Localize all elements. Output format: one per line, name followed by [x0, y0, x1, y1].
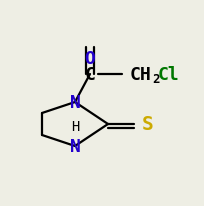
Text: 2: 2 [151, 73, 159, 86]
Text: CH: CH [129, 66, 151, 84]
Text: N: N [69, 94, 80, 111]
Text: C: C [84, 66, 95, 84]
Text: H: H [70, 119, 79, 133]
Text: Cl: Cl [157, 66, 179, 84]
Text: S: S [141, 115, 153, 134]
Text: O: O [84, 50, 95, 68]
Text: N: N [69, 137, 80, 155]
